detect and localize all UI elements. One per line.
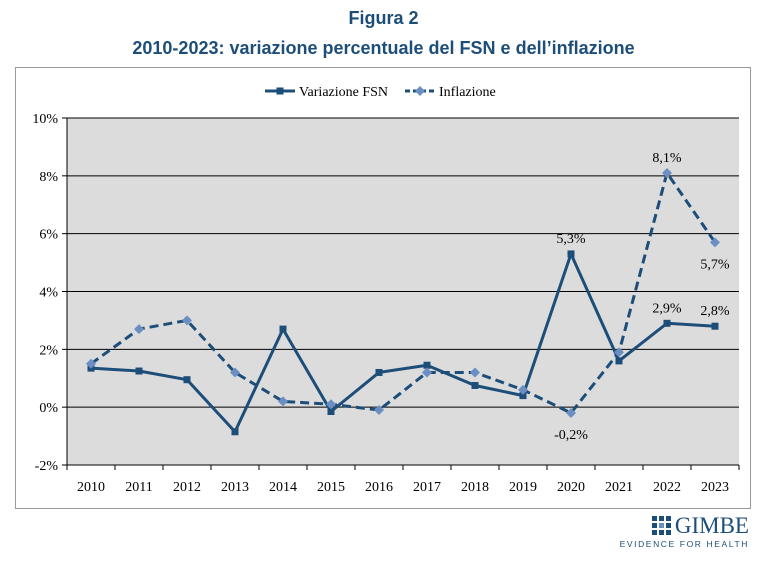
data-point-variazione-fsn (471, 381, 479, 389)
x-tick-label: 2010 (77, 480, 105, 495)
line-chart: -2% 0% 2% 4% 6% 8% 10% 2010 2011 2012 2013 2014 2015… (32, 85, 740, 495)
data-label: 2,8% (700, 304, 730, 319)
data-point-inflazione (710, 237, 720, 248)
data-point-variazione-fsn (183, 376, 191, 384)
x-tick-label: 2019 (509, 480, 537, 495)
data-point-inflazione (134, 324, 144, 335)
x-tick-label: 2017 (413, 480, 441, 495)
data-point-inflazione (422, 367, 432, 378)
data-point-variazione-fsn (615, 357, 623, 365)
x-tick-label: 2021 (605, 480, 633, 495)
data-point-inflazione (86, 358, 96, 369)
legend-label: Variazione FSN (299, 85, 388, 100)
x-tick-label: 2022 (653, 480, 681, 495)
gimbe-wordmark: GIMBE (674, 513, 749, 538)
data-point-inflazione (470, 367, 480, 378)
gimbe-tagline: EVIDENCE FOR HEALTH (619, 539, 749, 549)
figure-subtitle: 2010-2023: variazione percentuale del FS… (132, 38, 635, 58)
data-label: 5,3% (556, 232, 586, 247)
series-line-variazione-fsn (90, 252, 716, 434)
x-tick-label: 2016 (365, 480, 393, 495)
x-tick-label: 2011 (125, 480, 152, 495)
data-point-inflazione (182, 315, 192, 326)
data-point-inflazione (230, 367, 240, 378)
data-point-inflazione (614, 347, 624, 358)
data-label: -0,2% (554, 428, 588, 443)
data-point-variazione-fsn (567, 250, 575, 258)
data-label: 8,1% (652, 151, 682, 166)
data-point-variazione-fsn (663, 319, 671, 327)
data-point-inflazione (326, 399, 336, 410)
data-point-inflazione (374, 405, 384, 416)
x-tick-label: 2012 (173, 480, 201, 495)
legend-marker-inflazione (415, 86, 425, 96)
y-tick-label: 8% (39, 170, 58, 185)
data-point-variazione-fsn (375, 368, 383, 376)
data-point-variazione-fsn (423, 361, 431, 369)
x-tick-label: 2014 (269, 480, 297, 495)
y-tick-label: 10% (32, 112, 58, 127)
data-point-variazione-fsn (327, 408, 335, 416)
y-tick-label: 4% (39, 286, 58, 301)
data-point-variazione-fsn (231, 428, 239, 436)
legend-marker-variazione-fsn (276, 87, 284, 95)
x-tick-label: 2018 (461, 480, 489, 495)
y-tick-label: 2% (39, 343, 58, 358)
gimbe-logo-icon (651, 516, 672, 536)
legend-label: Inflazione (439, 85, 496, 100)
data-label: 2,9% (652, 301, 682, 316)
series-line-inflazione (90, 171, 717, 415)
figure-title: Figura 2 (348, 8, 419, 28)
data-point-variazione-fsn (135, 367, 143, 375)
data-point-inflazione (566, 407, 576, 418)
y-tick-label: 6% (39, 228, 58, 243)
data-point-variazione-fsn (279, 325, 287, 333)
x-tick-label: 2013 (221, 480, 249, 495)
x-tick-label: 2020 (557, 480, 585, 495)
data-point-variazione-fsn (711, 322, 719, 330)
y-tick-label: 0% (39, 401, 58, 416)
data-point-variazione-fsn (519, 392, 527, 400)
x-tick-label: 2023 (701, 480, 729, 495)
gimbe-logo: GIMBE EVIDENCE FOR HEALTH (619, 513, 749, 549)
data-label: 5,7% (700, 257, 730, 272)
x-tick-label: 2015 (317, 480, 345, 495)
data-point-inflazione (662, 167, 672, 178)
data-point-inflazione (518, 384, 528, 395)
data-point-inflazione (278, 396, 288, 407)
y-tick-label: -2% (35, 459, 59, 474)
